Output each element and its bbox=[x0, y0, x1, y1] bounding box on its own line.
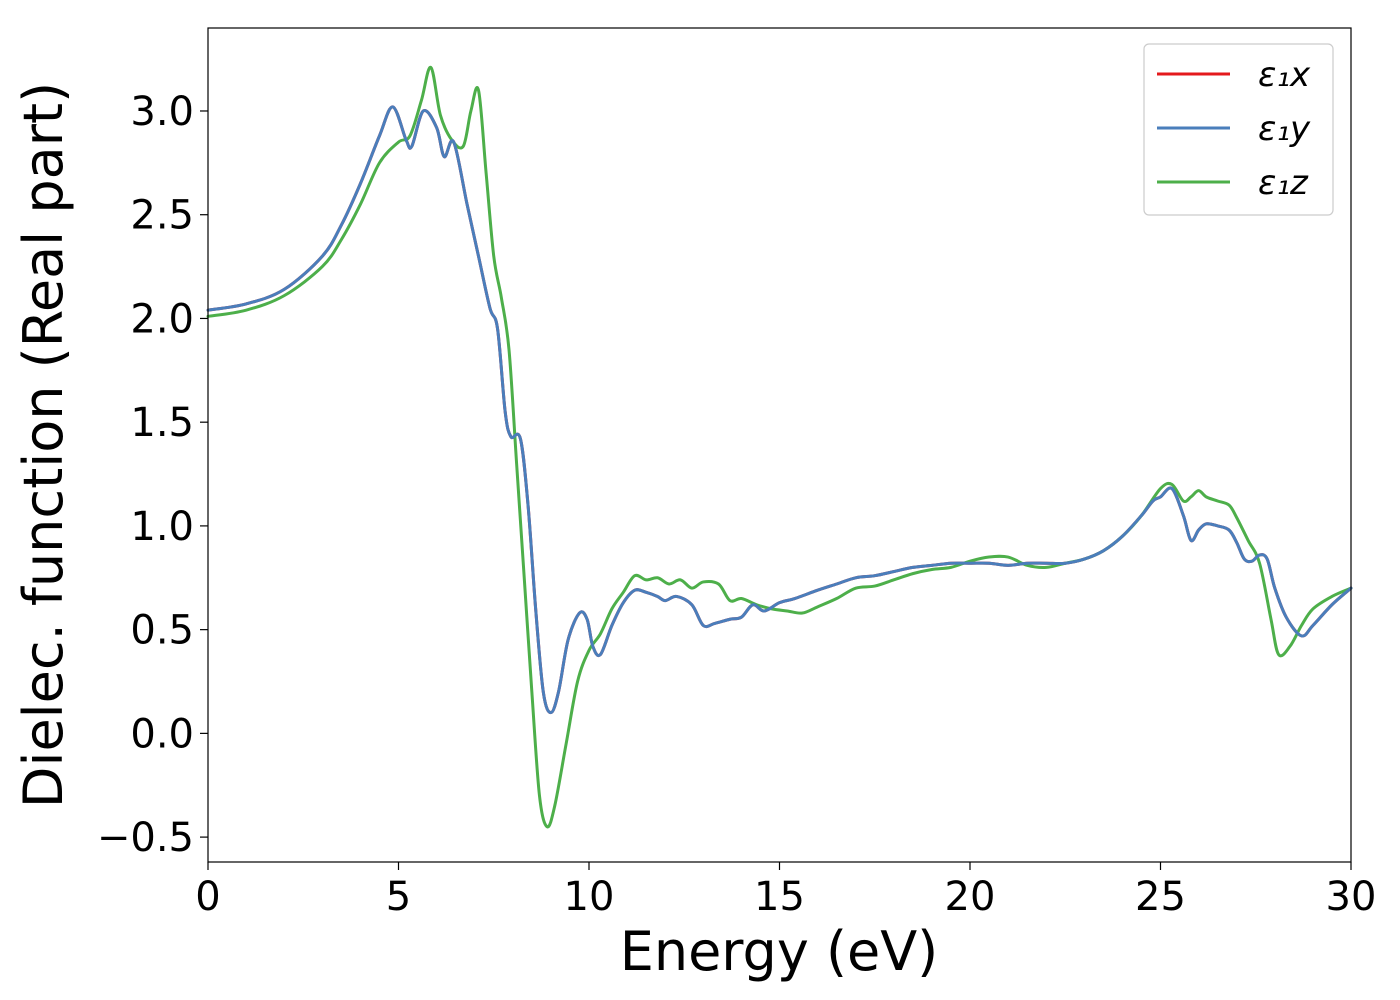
y-tick-label: 2.5 bbox=[130, 193, 194, 239]
x-tick-label: 30 bbox=[1326, 874, 1377, 920]
y-tick-label: 3.0 bbox=[130, 89, 194, 135]
x-tick-label: 25 bbox=[1135, 874, 1186, 920]
legend: ε₁x ε₁y ε₁z bbox=[1143, 43, 1334, 216]
x-tick-label: 0 bbox=[195, 874, 220, 920]
legend-label-3: ε₁z bbox=[1258, 163, 1309, 203]
x-tick-label: 20 bbox=[945, 874, 996, 920]
y-tick-label: 1.0 bbox=[130, 504, 194, 550]
x-tick-label: 5 bbox=[386, 874, 411, 920]
legend-label-2: ε₁y bbox=[1258, 109, 1311, 149]
legend-label-1: ε₁x bbox=[1258, 55, 1311, 95]
x-tick-label: 15 bbox=[754, 874, 805, 920]
x-tick-label: 10 bbox=[564, 874, 615, 920]
y-tick-label: 0.5 bbox=[130, 608, 194, 654]
y-tick-label: 2.0 bbox=[130, 296, 194, 342]
x-axis: 0 5 10 15 20 25 30 bbox=[195, 862, 1376, 920]
legend-frame bbox=[1143, 43, 1334, 216]
y-axis: −0.5 0.0 0.5 1.0 1.5 2.0 2.5 3.0 bbox=[97, 89, 208, 861]
y-tick-label: 0.0 bbox=[130, 711, 194, 757]
y-axis-label: Dielec. function (Real part) bbox=[12, 82, 75, 808]
series-line-3 bbox=[206, 65, 1353, 829]
y-tick-label: 1.5 bbox=[130, 400, 194, 446]
series-layer bbox=[206, 65, 1353, 829]
series-line-2 bbox=[206, 105, 1353, 715]
x-axis-label: Energy (eV) bbox=[620, 920, 939, 983]
y-tick-label: −0.5 bbox=[97, 815, 194, 861]
